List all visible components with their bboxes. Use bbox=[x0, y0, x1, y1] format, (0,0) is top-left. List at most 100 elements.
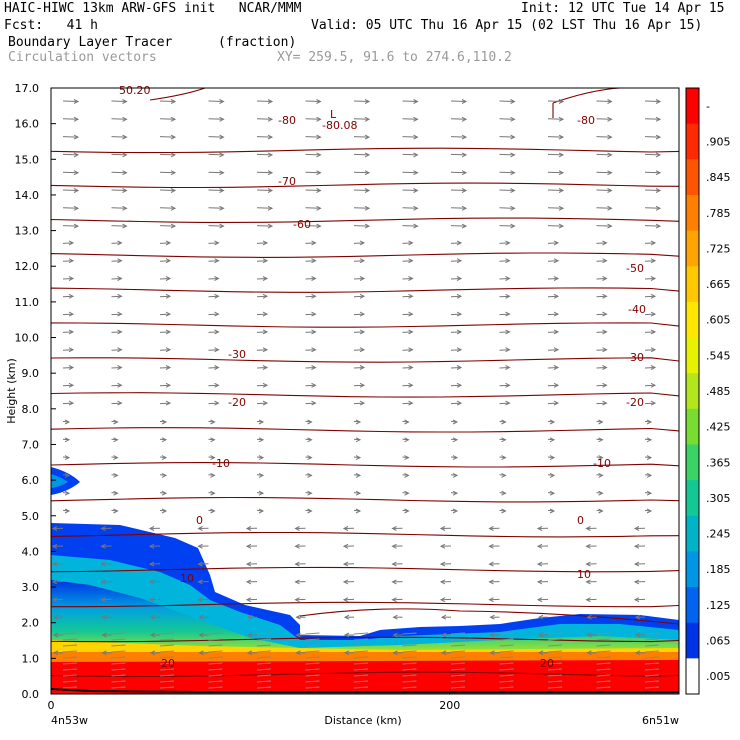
vector-head bbox=[359, 382, 366, 388]
contour-label: -60 bbox=[293, 218, 311, 231]
vector bbox=[644, 313, 656, 316]
vector-head bbox=[510, 170, 516, 176]
vector bbox=[596, 278, 607, 280]
vector-head bbox=[634, 632, 641, 638]
vector-head bbox=[64, 472, 71, 478]
vector bbox=[547, 118, 564, 120]
vector-head bbox=[510, 134, 516, 140]
vector bbox=[450, 656, 466, 659]
vector bbox=[256, 650, 272, 653]
vector bbox=[547, 674, 563, 677]
header-forecast: Fcst: 41 h bbox=[4, 18, 98, 33]
vector bbox=[111, 632, 126, 635]
vector-head bbox=[214, 347, 220, 353]
vector bbox=[62, 644, 78, 647]
vector-head bbox=[295, 650, 301, 656]
vector bbox=[644, 367, 656, 369]
vector bbox=[353, 680, 369, 683]
colorbar-label: .245 bbox=[706, 528, 731, 541]
contour-label: -10 bbox=[212, 457, 230, 470]
vector-head bbox=[258, 455, 265, 461]
vector-head bbox=[122, 205, 128, 211]
vector bbox=[62, 295, 74, 298]
vector bbox=[547, 278, 559, 280]
vector bbox=[305, 153, 321, 156]
vector-head bbox=[655, 134, 662, 140]
vector bbox=[111, 650, 126, 653]
vector-head bbox=[510, 99, 516, 104]
vector-head bbox=[505, 347, 511, 353]
vector-head bbox=[413, 205, 419, 211]
vector-head bbox=[646, 455, 653, 461]
vector-head bbox=[553, 240, 560, 246]
vector-head bbox=[73, 99, 80, 104]
vector bbox=[596, 367, 607, 369]
vector bbox=[305, 656, 320, 659]
vector bbox=[644, 402, 656, 405]
colorbar-label: .065 bbox=[706, 635, 731, 648]
vector bbox=[256, 136, 273, 138]
vector-head bbox=[51, 526, 58, 531]
vector-head bbox=[262, 293, 269, 299]
contour-label: -30 bbox=[626, 351, 644, 364]
vector-head bbox=[505, 329, 511, 335]
vector bbox=[62, 674, 78, 677]
vector bbox=[111, 313, 122, 316]
vector-head bbox=[198, 650, 204, 656]
vector bbox=[499, 656, 514, 659]
temperature-contour bbox=[51, 392, 679, 398]
temperature-contour bbox=[51, 252, 679, 258]
vector bbox=[547, 260, 559, 262]
vector bbox=[208, 662, 223, 665]
vector bbox=[305, 189, 321, 191]
y-tick-label: 4.0 bbox=[22, 545, 40, 558]
vector bbox=[402, 136, 418, 138]
vector bbox=[256, 118, 273, 120]
vector-head bbox=[245, 597, 252, 603]
vector-head bbox=[307, 490, 313, 496]
vector-head bbox=[461, 152, 468, 158]
vector bbox=[450, 189, 467, 191]
vector-head bbox=[122, 223, 128, 229]
vector-head bbox=[307, 472, 313, 478]
vector-head bbox=[391, 543, 397, 549]
vector bbox=[111, 662, 126, 665]
vector-head bbox=[51, 543, 58, 549]
colorbar-label: .125 bbox=[706, 599, 731, 612]
vector-head bbox=[245, 543, 252, 549]
vector-head bbox=[404, 508, 410, 514]
vector bbox=[402, 662, 417, 665]
vector bbox=[499, 100, 515, 102]
vector bbox=[208, 650, 223, 653]
vector-head bbox=[165, 382, 172, 388]
vector-head bbox=[73, 152, 80, 158]
vector-head bbox=[64, 419, 71, 425]
vector-head bbox=[602, 382, 608, 388]
vector-head bbox=[267, 134, 274, 140]
vector-head bbox=[558, 99, 565, 104]
vector-head bbox=[214, 293, 220, 299]
vector bbox=[547, 242, 559, 244]
vector-head bbox=[439, 579, 446, 585]
vector bbox=[499, 638, 514, 641]
vector-head bbox=[602, 400, 608, 406]
vector-head bbox=[343, 650, 350, 656]
vector bbox=[305, 207, 321, 209]
vector bbox=[499, 384, 510, 387]
vector-head bbox=[364, 223, 371, 229]
vector-head bbox=[148, 579, 155, 585]
vector bbox=[596, 225, 612, 227]
vector bbox=[305, 674, 320, 677]
vector-head bbox=[558, 170, 565, 176]
vector-head bbox=[170, 188, 177, 193]
vector bbox=[256, 260, 268, 262]
vector bbox=[402, 153, 418, 156]
vector-head bbox=[214, 382, 220, 388]
colorbar-label: .185 bbox=[706, 563, 731, 576]
vector-head bbox=[148, 543, 155, 549]
vector bbox=[644, 331, 656, 333]
vector-head bbox=[113, 455, 119, 461]
vector bbox=[62, 632, 78, 635]
vector-head bbox=[553, 347, 560, 353]
vector-head bbox=[392, 614, 398, 620]
